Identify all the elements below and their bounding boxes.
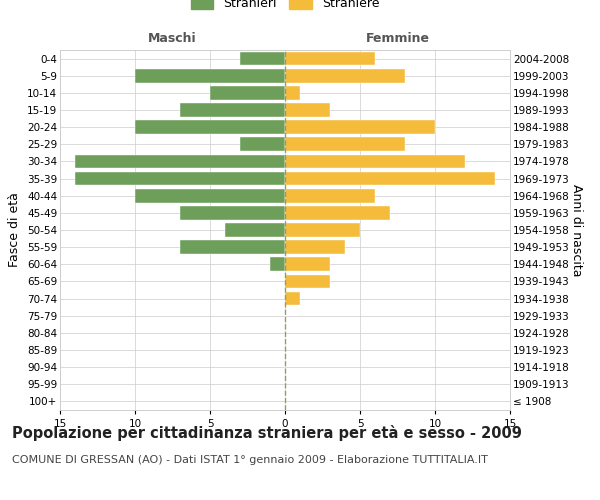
Bar [75,172,285,185]
Bar [285,240,345,254]
Bar [285,154,465,168]
Bar [135,189,285,202]
Bar [285,86,300,100]
Bar [285,69,405,82]
Bar [180,206,285,220]
Bar [240,138,285,151]
Bar [285,274,330,288]
Bar [270,258,285,271]
Legend: Stranieri, Straniere: Stranieri, Straniere [186,0,384,15]
Bar [285,189,375,202]
Bar [285,223,360,237]
Bar [135,120,285,134]
Bar [285,138,405,151]
Bar [285,172,495,185]
Bar [180,240,285,254]
Bar [285,206,390,220]
Bar [285,292,300,306]
Y-axis label: Fasce di età: Fasce di età [8,192,22,268]
Bar [180,103,285,117]
Text: Femmine: Femmine [365,32,430,45]
Bar [285,103,330,117]
Bar [285,120,435,134]
Bar [210,86,285,100]
Bar [285,258,330,271]
Y-axis label: Anni di nascita: Anni di nascita [571,184,583,276]
Bar [135,69,285,82]
Bar [225,223,285,237]
Text: Popolazione per cittadinanza straniera per età e sesso - 2009: Popolazione per cittadinanza straniera p… [12,425,522,441]
Bar [240,52,285,66]
Text: Maschi: Maschi [148,32,197,45]
Bar [75,154,285,168]
Text: COMUNE DI GRESSAN (AO) - Dati ISTAT 1° gennaio 2009 - Elaborazione TUTTITALIA.IT: COMUNE DI GRESSAN (AO) - Dati ISTAT 1° g… [12,455,488,465]
Bar [285,52,375,66]
